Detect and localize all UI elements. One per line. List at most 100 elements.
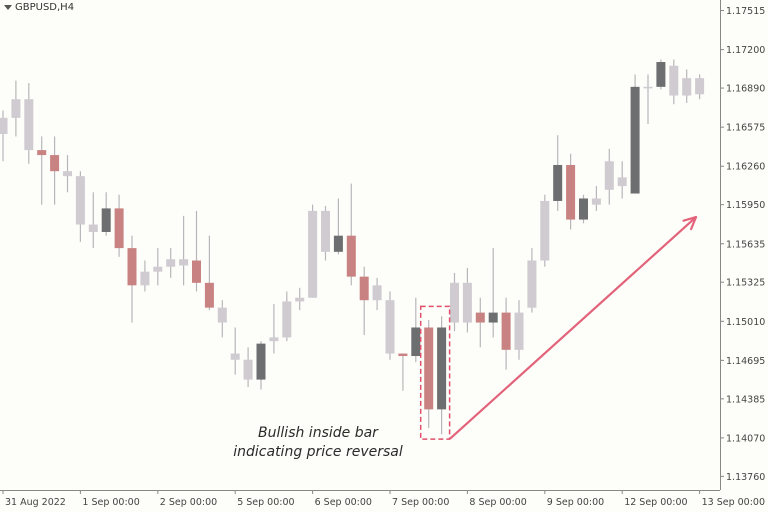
candle-body [643, 86, 653, 89]
candle-body [127, 248, 137, 286]
time-tick-label: 8 Sep 00:00 [469, 497, 526, 508]
candle [656, 59, 666, 90]
candle-body [75, 176, 85, 225]
candle-body [514, 312, 524, 350]
price-tick-label: 1.14070 [726, 433, 765, 444]
price-tick-label: 1.15010 [726, 317, 765, 328]
price-tick-label: 1.15635 [726, 239, 765, 250]
candle [411, 297, 421, 363]
candle-body [359, 276, 369, 301]
candle-body [617, 177, 627, 187]
candle-body [179, 259, 189, 266]
time-axis: 31 Aug 2022 1 Sep 00:00 2 Sep 00:00 5 Sep 0… [0, 490, 765, 508]
candle [488, 248, 498, 338]
candle [630, 74, 640, 194]
price-tick-label: 1.14695 [726, 356, 765, 367]
candle-body [192, 260, 201, 283]
candle-body [553, 164, 563, 201]
candle-body [333, 235, 343, 252]
time-tick-label: 12 Sep 00:00 [624, 497, 687, 508]
candle [269, 303, 279, 354]
candle-body [450, 282, 459, 323]
candle [514, 300, 524, 360]
candle-body [50, 155, 60, 172]
candle-body [24, 99, 34, 151]
candle [153, 248, 163, 286]
candle [217, 300, 227, 338]
time-tick-label: 5 Sep 00:00 [237, 497, 294, 508]
candle-body [385, 300, 395, 354]
candle-body [424, 327, 434, 410]
candle [0, 110, 8, 162]
candle-body [321, 210, 330, 252]
candle-body [256, 343, 266, 380]
inside-bar-highlight-box [419, 305, 451, 440]
candle [256, 341, 266, 390]
candle-body [269, 337, 279, 342]
candle-body [243, 359, 253, 380]
candle-body [101, 208, 111, 232]
candle [63, 155, 72, 193]
price-tick-label: 1.14385 [726, 394, 765, 405]
candle [540, 194, 550, 267]
candle-body [488, 312, 498, 323]
candle [566, 153, 576, 230]
chevron-down-icon[interactable] [4, 5, 12, 10]
candle [333, 198, 343, 255]
time-tick-label: 31 Aug 2022 [5, 497, 66, 508]
candle [398, 353, 408, 391]
candle [643, 74, 653, 125]
price-tick-label: 1.17200 [726, 45, 765, 56]
candle-body [656, 62, 666, 87]
annotation-text: Bullish inside bar indicating price reve… [208, 424, 428, 462]
candle [682, 69, 692, 103]
candle-body [204, 282, 214, 308]
price-tick-label: 1.15950 [726, 200, 765, 211]
candle [11, 80, 21, 137]
price-tick-label: 1.16890 [726, 84, 765, 95]
price-tick-label: 1.13760 [726, 472, 765, 483]
candle-body [308, 210, 318, 298]
symbol-text: GBPUSD,H4 [15, 2, 75, 13]
price-tick-label: 1.16260 [726, 162, 765, 173]
candle-body [695, 78, 705, 95]
candle [346, 183, 356, 286]
symbol-label[interactable]: GBPUSD,H4 [4, 2, 74, 13]
candle [204, 235, 214, 311]
annotation-line-1: Bullish inside bar [258, 425, 378, 441]
candle [50, 136, 60, 205]
candle [166, 248, 176, 278]
candle [604, 148, 614, 205]
candle-body [282, 301, 292, 338]
candle [450, 272, 459, 332]
candle-body [630, 86, 640, 194]
time-tick-label: 6 Sep 00:00 [315, 497, 372, 508]
time-tick-label: 9 Sep 00:00 [547, 497, 604, 508]
candle-body [346, 235, 356, 277]
candle [140, 260, 150, 292]
time-tick-label: 1 Sep 00:00 [82, 497, 139, 508]
candle [230, 327, 240, 375]
candle [114, 194, 124, 257]
candle-body [398, 353, 408, 357]
candle [295, 287, 305, 311]
candle [617, 161, 627, 199]
candle [591, 186, 601, 211]
price-tick-label: 1.17515 [726, 6, 765, 17]
candle-body [437, 327, 447, 410]
candle [527, 248, 537, 313]
candle [127, 235, 137, 323]
candle [101, 192, 111, 236]
candle-body [217, 307, 227, 323]
candle-body [230, 353, 240, 360]
candle-body [63, 171, 72, 177]
candle-body [501, 312, 511, 350]
candle [424, 320, 434, 428]
candle-body [682, 78, 692, 96]
candle [321, 205, 330, 261]
candle-body [372, 285, 382, 301]
candle-body [566, 164, 576, 220]
candle-body [475, 312, 485, 323]
